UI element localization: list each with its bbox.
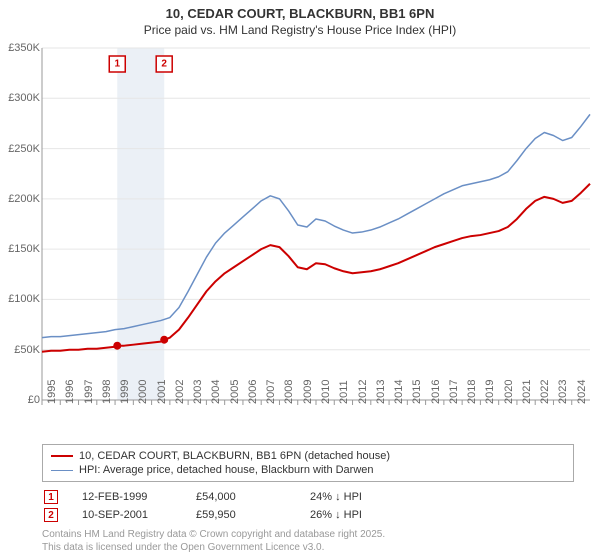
chart-title-line1: 10, CEDAR COURT, BLACKBURN, BB1 6PN <box>0 0 600 23</box>
y-tick-label: £250K <box>8 143 40 155</box>
x-tick-label: 2003 <box>192 380 204 404</box>
sales-row: 2 10-SEP-2001 £59,950 26% ↓ HPI <box>42 506 574 524</box>
x-tick-label: 2020 <box>503 380 515 404</box>
sale-price: £54,000 <box>196 491 286 503</box>
x-tick-label: 2006 <box>247 380 259 404</box>
x-tick-label: 2010 <box>320 380 332 404</box>
x-tick-label: 2011 <box>338 380 350 404</box>
x-tick-label: 2017 <box>448 380 460 404</box>
x-tick-label: 2002 <box>174 380 186 404</box>
x-tick-label: 2022 <box>539 380 551 404</box>
attribution: Contains HM Land Registry data © Crown c… <box>42 528 574 554</box>
sale-price: £59,950 <box>196 509 286 521</box>
x-tick-label: 2004 <box>210 380 222 404</box>
sale-badge: 2 <box>44 508 58 522</box>
x-tick-label: 1997 <box>83 380 95 404</box>
x-tick-label: 2024 <box>576 380 588 404</box>
legend-label: HPI: Average price, detached house, Blac… <box>79 464 374 476</box>
legend-label: 10, CEDAR COURT, BLACKBURN, BB1 6PN (det… <box>79 450 390 462</box>
svg-text:1: 1 <box>114 59 120 70</box>
x-tick-label: 2015 <box>411 380 423 404</box>
x-tick-label: 2016 <box>430 380 442 404</box>
legend: 10, CEDAR COURT, BLACKBURN, BB1 6PN (det… <box>42 444 574 482</box>
y-tick-label: £300K <box>8 92 40 104</box>
sale-badge: 1 <box>44 490 58 504</box>
x-tick-label: 2000 <box>137 380 149 404</box>
y-tick-label: £0 <box>28 394 40 406</box>
x-tick-label: 2014 <box>393 380 405 404</box>
y-tick-label: £150K <box>8 243 40 255</box>
legend-swatch <box>51 470 73 471</box>
legend-swatch <box>51 455 73 457</box>
x-tick-label: 2005 <box>229 380 241 404</box>
legend-row: 10, CEDAR COURT, BLACKBURN, BB1 6PN (det… <box>51 449 565 463</box>
x-tick-label: 2018 <box>466 380 478 404</box>
sale-delta: 26% ↓ HPI <box>310 509 400 521</box>
sale-marker-2: 2 <box>156 56 172 72</box>
x-tick-label: 2001 <box>156 380 168 404</box>
sale-date: 10-SEP-2001 <box>82 509 172 521</box>
x-tick-label: 2012 <box>357 380 369 404</box>
x-tick-label: 2023 <box>557 380 569 404</box>
y-tick-label: £200K <box>8 193 40 205</box>
x-tick-label: 1996 <box>64 380 76 404</box>
x-tick-label: 1998 <box>101 380 113 404</box>
y-tick-label: £50K <box>14 344 40 356</box>
x-tick-label: 1995 <box>46 380 58 404</box>
sale-date: 12-FEB-1999 <box>82 491 172 503</box>
x-tick-label: 2007 <box>265 380 277 404</box>
x-tick-label: 2009 <box>302 380 314 404</box>
x-tick-label: 2019 <box>484 380 496 404</box>
y-tick-label: £350K <box>8 42 40 54</box>
legend-row: HPI: Average price, detached house, Blac… <box>51 463 565 477</box>
attribution-line1: Contains HM Land Registry data © Crown c… <box>42 528 574 541</box>
plot-area: 12 <box>42 48 590 400</box>
chart-title-line2: Price paid vs. HM Land Registry's House … <box>0 23 600 41</box>
x-tick-label: 2021 <box>521 380 533 404</box>
sales-row: 1 12-FEB-1999 £54,000 24% ↓ HPI <box>42 488 574 506</box>
y-tick-label: £100K <box>8 293 40 305</box>
sales-table: 1 12-FEB-1999 £54,000 24% ↓ HPI 2 10-SEP-2001… <box>42 488 574 524</box>
sale-marker-1: 1 <box>109 56 125 72</box>
x-tick-label: 2008 <box>283 380 295 404</box>
sale-delta: 24% ↓ HPI <box>310 491 400 503</box>
x-tick-label: 1999 <box>119 380 131 404</box>
svg-text:2: 2 <box>161 59 167 70</box>
attribution-line2: This data is licensed under the Open Gov… <box>42 541 574 554</box>
x-tick-label: 2013 <box>375 380 387 404</box>
